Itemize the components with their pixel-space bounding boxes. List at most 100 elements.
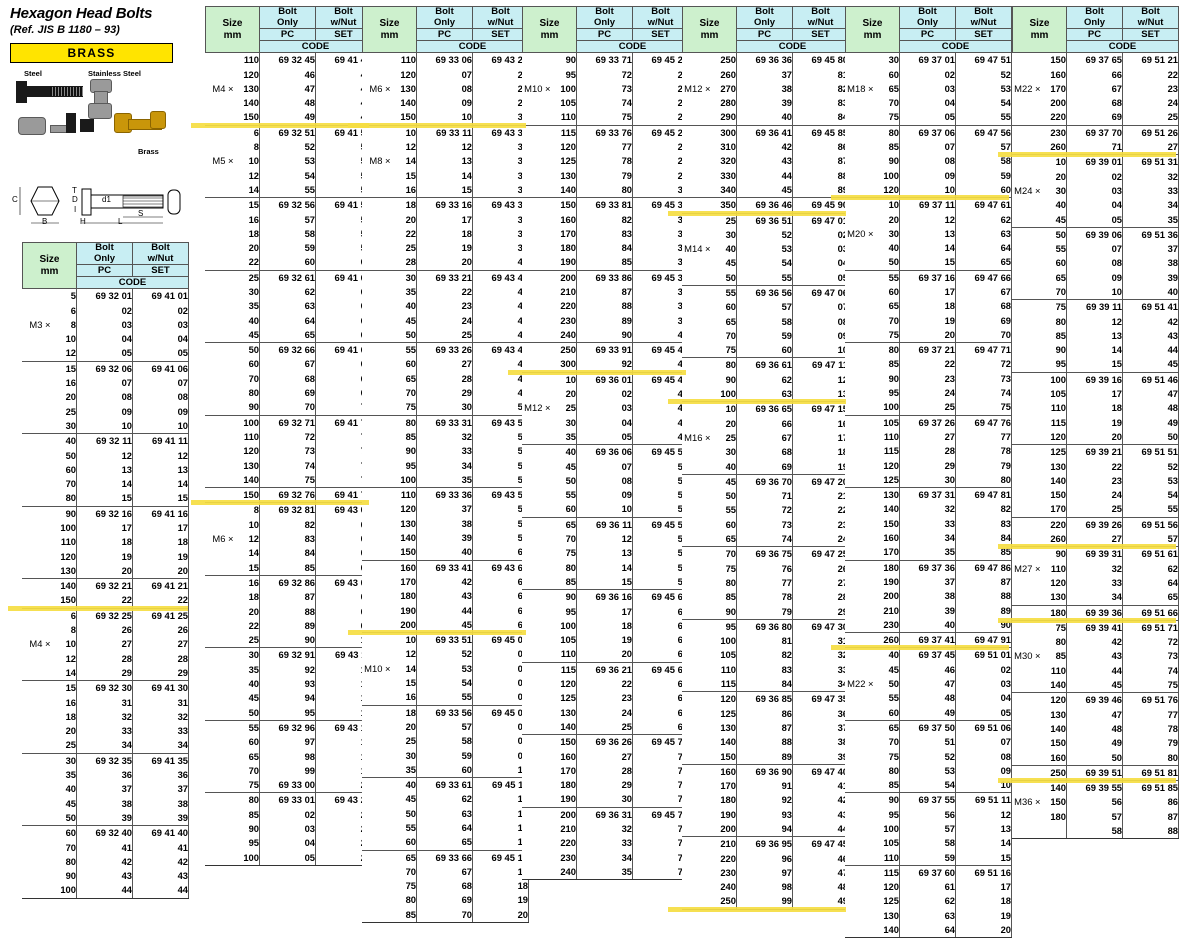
table-row: 70 41 41 bbox=[22, 840, 189, 855]
size-length-mm: 60 bbox=[233, 735, 260, 750]
size-designation bbox=[522, 792, 551, 808]
size-length-mm: 160 bbox=[1040, 750, 1067, 766]
size-designation bbox=[205, 517, 234, 533]
table-row: 140 45 75 bbox=[1012, 678, 1179, 694]
section-highlight-bar bbox=[998, 778, 1176, 784]
table-row: 100 25 75 bbox=[845, 400, 1012, 416]
code-bolt-with-nut: 18 bbox=[132, 535, 189, 550]
code-bolt-only: 33 bbox=[576, 836, 633, 851]
spec-table: Size mm Bolt Only Bolt w/Nut PC SET CODE 250 69 36… bbox=[682, 5, 849, 910]
size-designation bbox=[845, 67, 874, 82]
code-bolt-with-nut: 69 51 71 bbox=[1122, 620, 1179, 636]
size-designation bbox=[205, 168, 234, 183]
table-row: 250 69 36 36 69 45 80 bbox=[682, 52, 849, 68]
table-row: 40 69 33 61 69 45 11 bbox=[362, 777, 529, 793]
table-row: 55 69 32 96 69 43 16 bbox=[205, 720, 372, 736]
code-bolt-only: 69 33 91 bbox=[576, 342, 633, 358]
size-designation bbox=[205, 125, 234, 141]
table-row: 65 69 37 50 69 51 06 bbox=[845, 720, 1012, 736]
table-row: 2208838 bbox=[522, 299, 689, 314]
header-pc: PC bbox=[576, 28, 633, 42]
size-designation bbox=[22, 810, 51, 827]
size-designation bbox=[682, 634, 711, 649]
size-designation bbox=[522, 125, 551, 141]
size-designation bbox=[362, 241, 391, 256]
size-designation bbox=[205, 52, 234, 68]
size-length-mm: 25 bbox=[50, 738, 77, 754]
size-length-mm: 130 bbox=[233, 81, 260, 97]
code-bolt-only: 02 bbox=[76, 303, 133, 318]
size-length-mm: 180 bbox=[390, 589, 417, 604]
size-designation bbox=[682, 52, 711, 68]
size-length-mm: 110 bbox=[233, 52, 260, 68]
code-bolt-only: 18 bbox=[899, 299, 956, 314]
table-row: 12 05 05 bbox=[22, 346, 189, 362]
size-length-mm: 110 bbox=[390, 487, 417, 503]
code-bolt-only: 46 bbox=[259, 67, 316, 82]
size-length-mm: 25 bbox=[710, 430, 737, 446]
size-length-mm: 14 bbox=[390, 154, 417, 169]
table-row: 509515 bbox=[205, 705, 372, 721]
table-row: 80 69 19 bbox=[362, 893, 529, 908]
table-row: 1804363 bbox=[362, 589, 529, 604]
size-designation bbox=[845, 574, 874, 590]
code-bolt-only: 35 bbox=[416, 472, 473, 489]
code-bolt-only: 69 33 56 bbox=[416, 705, 473, 720]
size-designation bbox=[1012, 314, 1041, 329]
table-row: 120 61 17 bbox=[845, 880, 1012, 895]
size-designation bbox=[845, 285, 874, 300]
size-length-mm: 240 bbox=[550, 864, 577, 881]
table-row: 220 69 39 26 69 51 56 bbox=[1012, 517, 1179, 533]
code-bolt-with-nut: 69 47 35 bbox=[792, 691, 849, 707]
size-length-mm: 105 bbox=[550, 96, 577, 111]
code-bolt-with-nut: 37 bbox=[472, 212, 529, 227]
table-row: 80 69 33 01 69 43 21 bbox=[205, 792, 372, 808]
size-designation bbox=[522, 182, 551, 199]
code-bolt-only: 69 33 16 bbox=[416, 197, 473, 213]
code-bolt-only: 48 bbox=[899, 691, 956, 706]
code-bolt-with-nut: 88 bbox=[955, 589, 1012, 604]
table-row: 125 62 18 bbox=[845, 894, 1012, 909]
code-bolt-only: 47 bbox=[259, 81, 316, 97]
table-row: 100 09 59 bbox=[845, 168, 1012, 183]
size-length-mm: 90 bbox=[550, 589, 577, 605]
code-bolt-with-nut: 75 bbox=[955, 400, 1012, 416]
code-bolt-with-nut: 58 bbox=[955, 154, 1012, 169]
size-designation bbox=[845, 807, 874, 822]
size-designation bbox=[845, 342, 874, 358]
table-row: 753050 bbox=[362, 400, 529, 416]
table-row: 40 69 19 bbox=[682, 459, 849, 475]
table-row: 2108737 bbox=[522, 285, 689, 300]
code-bolt-only: 28 bbox=[899, 444, 956, 459]
table-row: 2403579 bbox=[522, 864, 689, 881]
size-length-mm: 150 bbox=[873, 516, 900, 532]
code-bolt-with-nut: 78 bbox=[632, 850, 689, 865]
size-designation bbox=[205, 400, 234, 416]
size-length-mm: 18 bbox=[233, 226, 260, 242]
photo-label-brass: Brass bbox=[138, 146, 159, 156]
header-bolt-wnut: Bolt w/Nut bbox=[792, 5, 849, 30]
size-length-mm: 80 bbox=[873, 763, 900, 779]
size-designation bbox=[205, 575, 234, 591]
size-length-mm: 30 bbox=[390, 748, 417, 763]
size-designation bbox=[205, 662, 234, 678]
size-designation bbox=[845, 487, 874, 503]
size-designation: M18 × bbox=[845, 81, 874, 97]
code-bolt-only: 37 bbox=[76, 782, 133, 797]
table-row: 85 78 28 bbox=[682, 590, 849, 605]
size-length-mm: 45 bbox=[710, 256, 737, 271]
size-designation bbox=[522, 387, 551, 402]
size-designation bbox=[362, 415, 391, 430]
size-length-mm: 90 bbox=[50, 506, 77, 521]
table-row: 130 34 65 bbox=[1012, 590, 1179, 606]
code-bolt-only: 20 bbox=[416, 255, 473, 271]
size-designation bbox=[682, 154, 711, 169]
table-row: 340 45 89 bbox=[682, 182, 849, 199]
section-highlight-bar bbox=[998, 617, 1176, 623]
table-row: 90 23 73 bbox=[845, 371, 1012, 387]
code-bolt-only: 22 bbox=[899, 357, 956, 372]
size-length-mm: 250 bbox=[710, 52, 737, 68]
size-length-mm: 65 bbox=[1040, 270, 1067, 285]
code-bolt-only: 19 bbox=[576, 633, 633, 648]
washer-part bbox=[18, 116, 46, 135]
